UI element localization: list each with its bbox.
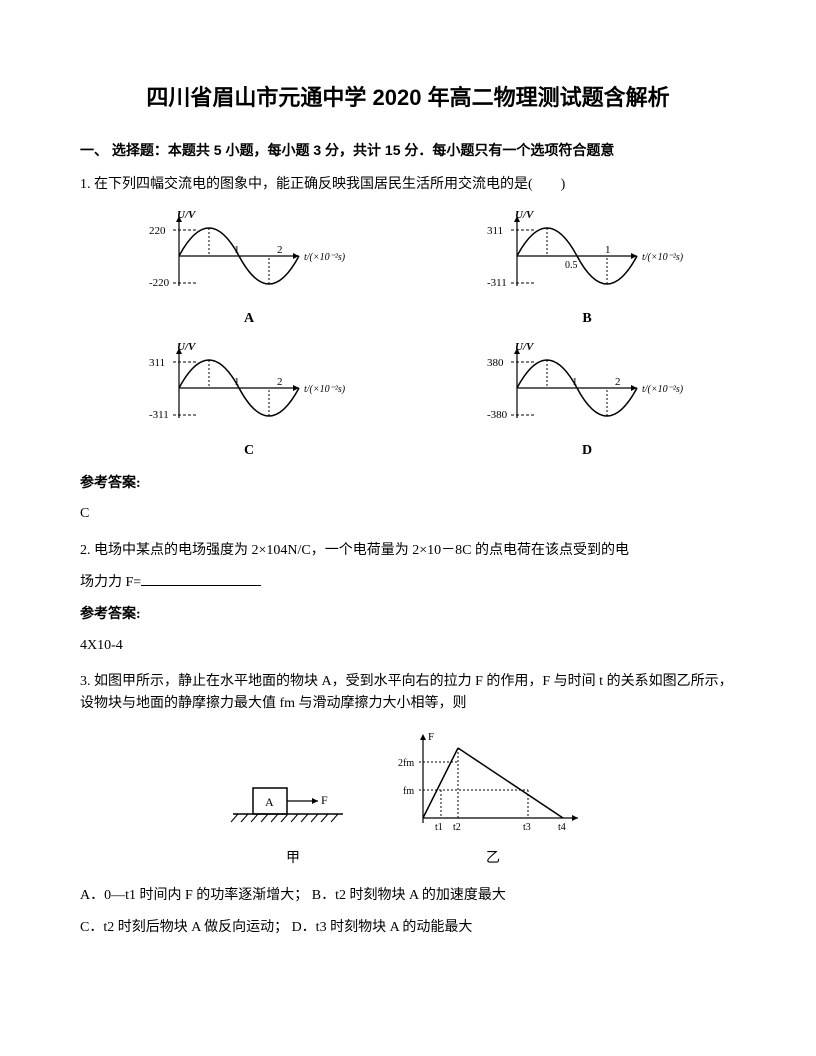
svg-text:0.5: 0.5 bbox=[565, 260, 578, 271]
q2-text-b-line: 场力力 F= bbox=[80, 572, 736, 594]
svg-text:t/(×10⁻²s): t/(×10⁻²s) bbox=[642, 384, 684, 395]
sine-chart-a-icon: U/V 220 1 2 t/(×10⁻²s) -220 bbox=[149, 206, 349, 306]
svg-text:311: 311 bbox=[149, 357, 165, 369]
q2-text-a: 2. 电场中某点的电场强度为 2×104N/C，一个电荷量为 2×10－8C 的… bbox=[80, 540, 736, 562]
svg-text:F: F bbox=[321, 793, 328, 807]
svg-text:t1: t1 bbox=[435, 822, 443, 833]
question-3: 3. 如图甲所示，静止在水平地面的物块 A，受到水平向右的拉力 F 的作用，F … bbox=[80, 671, 736, 939]
svg-text:-311: -311 bbox=[149, 409, 169, 421]
q3-diagrams: A F 甲 bbox=[80, 728, 736, 871]
diagram-yi: F 2fm fm t1 t2 t3 t4 乙 bbox=[393, 728, 593, 871]
chart-c-label: C bbox=[244, 440, 254, 462]
section-header: 一、 选择题：本题共 5 小题，每小题 3 分，共计 15 分．每小题只有一个选… bbox=[80, 139, 736, 161]
ymax: 220 bbox=[149, 225, 166, 237]
svg-text:t2: t2 bbox=[453, 822, 461, 833]
svg-text:-311: -311 bbox=[487, 277, 507, 289]
chart-a-label: A bbox=[244, 308, 254, 330]
svg-text:1: 1 bbox=[234, 376, 240, 388]
blank-line bbox=[141, 585, 261, 586]
sine-chart-c-icon: U/V 311 1 2 t/(×10⁻²s) -311 bbox=[149, 338, 349, 438]
svg-text:t4: t4 bbox=[558, 822, 566, 833]
svg-text:t/(×10⁻²s): t/(×10⁻²s) bbox=[642, 252, 684, 263]
svg-text:1: 1 bbox=[234, 244, 240, 256]
svg-text:F: F bbox=[428, 731, 434, 743]
chart-b: U/V 311 0.5 1 t/(×10⁻²s) -311 B bbox=[438, 206, 736, 330]
svg-text:t3: t3 bbox=[523, 822, 531, 833]
question-2: 2. 电场中某点的电场强度为 2×104N/C，一个电荷量为 2×10－8C 的… bbox=[80, 540, 736, 658]
q1-text: 1. 在下列四幅交流电的图象中，能正确反映我国居民生活所用交流电的是( ) bbox=[80, 174, 736, 196]
q2-answer-label: 参考答案: bbox=[80, 604, 736, 626]
svg-text:A: A bbox=[265, 795, 274, 809]
force-time-graph-icon: F 2fm fm t1 t2 t3 t4 bbox=[393, 728, 593, 838]
svg-text:t/(×10⁻²s): t/(×10⁻²s) bbox=[304, 252, 346, 263]
svg-text:fm: fm bbox=[403, 786, 414, 797]
svg-text:2: 2 bbox=[277, 376, 283, 388]
q3-text: 3. 如图甲所示，静止在水平地面的物块 A，受到水平向右的拉力 F 的作用，F … bbox=[80, 671, 736, 716]
q1-answer-label: 参考答案: bbox=[80, 473, 736, 495]
q3-option-line2: C．t2 时刻后物块 A 做反向运动； D．t3 时刻物块 A 的动能最大 bbox=[80, 917, 736, 939]
q2-answer: 4X10-4 bbox=[80, 635, 736, 657]
chart-d: U/V 380 1 2 t/(×10⁻²s) -380 D bbox=[438, 338, 736, 462]
q3-options: A．0—t1 时间内 F 的功率逐渐增大； B．t2 时刻物块 A 的加速度最大… bbox=[80, 885, 736, 940]
diagram-yi-label: 乙 bbox=[393, 848, 593, 870]
svg-text:1: 1 bbox=[605, 244, 611, 256]
svg-text:380: 380 bbox=[487, 357, 504, 369]
chart-d-label: D bbox=[582, 440, 592, 462]
diagram-jia: A F 甲 bbox=[223, 768, 363, 871]
q3-option-line1: A．0—t1 时间内 F 的功率逐渐增大； B．t2 时刻物块 A 的加速度最大 bbox=[80, 885, 736, 907]
diagram-jia-label: 甲 bbox=[223, 848, 363, 870]
svg-text:-220: -220 bbox=[149, 277, 170, 289]
svg-text:-380: -380 bbox=[487, 409, 508, 421]
svg-text:2fm: 2fm bbox=[398, 758, 414, 769]
svg-text:2: 2 bbox=[615, 376, 621, 388]
chart-b-label: B bbox=[582, 308, 591, 330]
svg-text:2: 2 bbox=[277, 244, 283, 256]
q1-answer: C bbox=[80, 503, 736, 525]
svg-text:1: 1 bbox=[572, 376, 578, 388]
q2-text-b: 场力力 F= bbox=[80, 575, 141, 590]
svg-text:311: 311 bbox=[487, 225, 503, 237]
svg-text:t/(×10⁻²s): t/(×10⁻²s) bbox=[304, 384, 346, 395]
page-title: 四川省眉山市元通中学 2020 年高二物理测试题含解析 bbox=[80, 80, 736, 115]
sine-chart-b-icon: U/V 311 0.5 1 t/(×10⁻²s) -311 bbox=[487, 206, 687, 306]
chart-a: U/V 220 1 2 t/(×10⁻²s) -220 A bbox=[100, 206, 398, 330]
chart-c: U/V 311 1 2 t/(×10⁻²s) -311 C bbox=[100, 338, 398, 462]
sine-chart-d-icon: U/V 380 1 2 t/(×10⁻²s) -380 bbox=[487, 338, 687, 438]
block-diagram-icon: A F bbox=[223, 768, 363, 838]
question-1: 1. 在下列四幅交流电的图象中，能正确反映我国居民生活所用交流电的是( ) U/… bbox=[80, 174, 736, 526]
q1-charts: U/V 220 1 2 t/(×10⁻²s) -220 A U/V bbox=[100, 206, 736, 463]
